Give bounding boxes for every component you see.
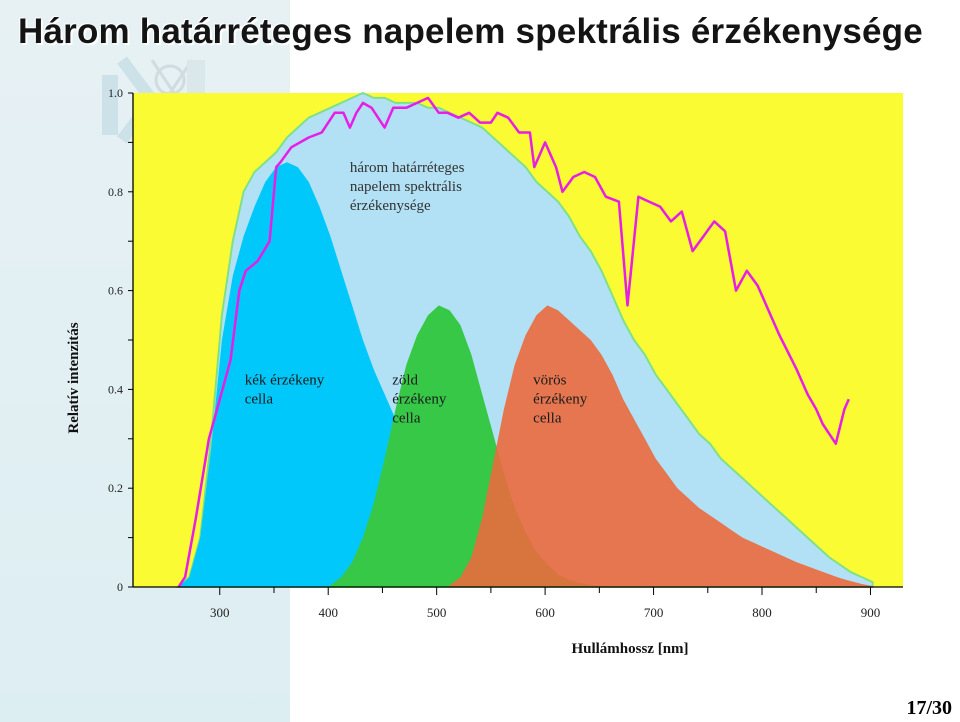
x-tick-label: 400 — [318, 605, 338, 620]
solar-line-layer — [177, 96, 850, 588]
annotation-line: vörös — [533, 372, 566, 388]
solar-spectrum-line — [177, 96, 850, 588]
spectrum-annotation: három határréteges napelem spektrális érzé… — [350, 160, 465, 214]
y-tick-label: 0.6 — [108, 284, 123, 298]
annotation-line: cella — [533, 410, 562, 426]
axes: 0 0.2 0.4 0.6 0.8 1.0 300 400 500 600 700 800 900 Hul… — [66, 86, 903, 657]
annotation-layer: három határréteges napelem spektrális érzé… — [245, 160, 588, 426]
annotation-line: cella — [392, 410, 421, 426]
page-separator: / — [926, 697, 932, 719]
annotation-line: cella — [245, 391, 274, 407]
page-total: 30 — [932, 697, 952, 719]
y-tick-label: 0.4 — [108, 382, 123, 396]
y-tick-label: 1.0 — [108, 86, 123, 100]
blue-cell-label: kék érzékeny cella — [245, 372, 325, 407]
annotation-line: napelem spektrális — [350, 179, 462, 195]
x-tick-label: 300 — [210, 605, 230, 620]
area-layer — [175, 91, 874, 588]
y-axis-title: Relatív intenzitás — [66, 322, 82, 433]
x-tick-label: 500 — [427, 605, 447, 620]
page-current: 17 — [906, 697, 927, 719]
x-axis-title: Hullámhossz [nm] — [571, 641, 688, 657]
x-tick-label: 600 — [535, 605, 555, 620]
page-number: 17/30 — [906, 697, 952, 720]
x-tick-label: 700 — [644, 605, 664, 620]
red-cell-label: vörös érzékeny cella — [533, 372, 588, 426]
y-tick-label: 0.2 — [108, 481, 123, 495]
y-tick-label: 0.8 — [108, 185, 123, 199]
slide-title: Három határréteges napelem spektrális ér… — [18, 12, 923, 51]
blue-cell-area — [178, 162, 548, 587]
annotation-line: kék érzékeny — [245, 372, 325, 388]
red-cell-area — [447, 305, 873, 587]
annotation-line: zöld — [392, 372, 418, 388]
green-cell-label: zöld érzékeny cella — [392, 372, 447, 426]
annotation-line: három határréteges — [350, 160, 465, 176]
x-tick-label: 900 — [861, 605, 881, 620]
green-cell-area — [328, 305, 613, 587]
annotation-line: érzékenysége — [350, 198, 431, 214]
x-tick-label: 800 — [752, 605, 772, 620]
y-tick-label: 0 — [117, 580, 123, 594]
annotation-line: érzékeny — [392, 391, 447, 407]
annotation-line: érzékeny — [533, 391, 588, 407]
